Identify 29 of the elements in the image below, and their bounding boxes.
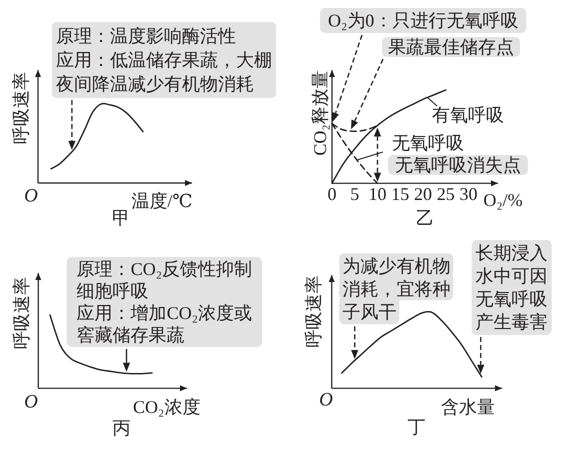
text: 丙	[112, 418, 131, 438]
x-tick-label: 15	[391, 184, 410, 204]
x-axis-title: 温度/℃	[131, 191, 193, 211]
legend-label: 有氧呼吸	[432, 105, 504, 125]
y-axis-title: 呼吸速率	[11, 72, 31, 144]
x-tick-label: 10	[368, 184, 386, 204]
x-tick-label: 0	[328, 184, 336, 204]
x-axis-title: O₂/%	[483, 190, 523, 210]
y-axis-title: CO₂释放量	[310, 70, 330, 156]
annotation: 应用：增加CO₂浓度或窖藏储存果蔬	[76, 303, 252, 345]
x-tick-label: 30	[459, 184, 478, 204]
text: O₂为0：只进行无氧呼吸	[328, 10, 518, 30]
text: O	[24, 186, 38, 206]
y-axis-title: 呼吸速率	[303, 276, 324, 348]
x-axis-title: CO₂浓度	[133, 397, 200, 417]
x-axis-title: 含水量	[441, 397, 495, 417]
text: 丁	[408, 417, 426, 437]
text: 原理：温度影响酶活性	[56, 26, 236, 46]
text: O	[319, 390, 334, 410]
y-axis-title: 呼吸速率	[12, 277, 32, 349]
text: 原理：CO₂反馈性抑制细胞呼吸	[76, 259, 252, 301]
text: 甲	[112, 208, 130, 228]
x-tick-label: 5	[350, 184, 360, 204]
text: 应用：低温储存果蔬，大棚夜间降温减少有机物消耗	[56, 50, 272, 94]
text: 乙	[416, 208, 434, 228]
text: O	[24, 392, 38, 412]
x-tick-label: 20	[414, 184, 432, 204]
legend-label: 无氧呼吸	[392, 133, 464, 153]
x-tick-label: 25	[436, 184, 455, 204]
